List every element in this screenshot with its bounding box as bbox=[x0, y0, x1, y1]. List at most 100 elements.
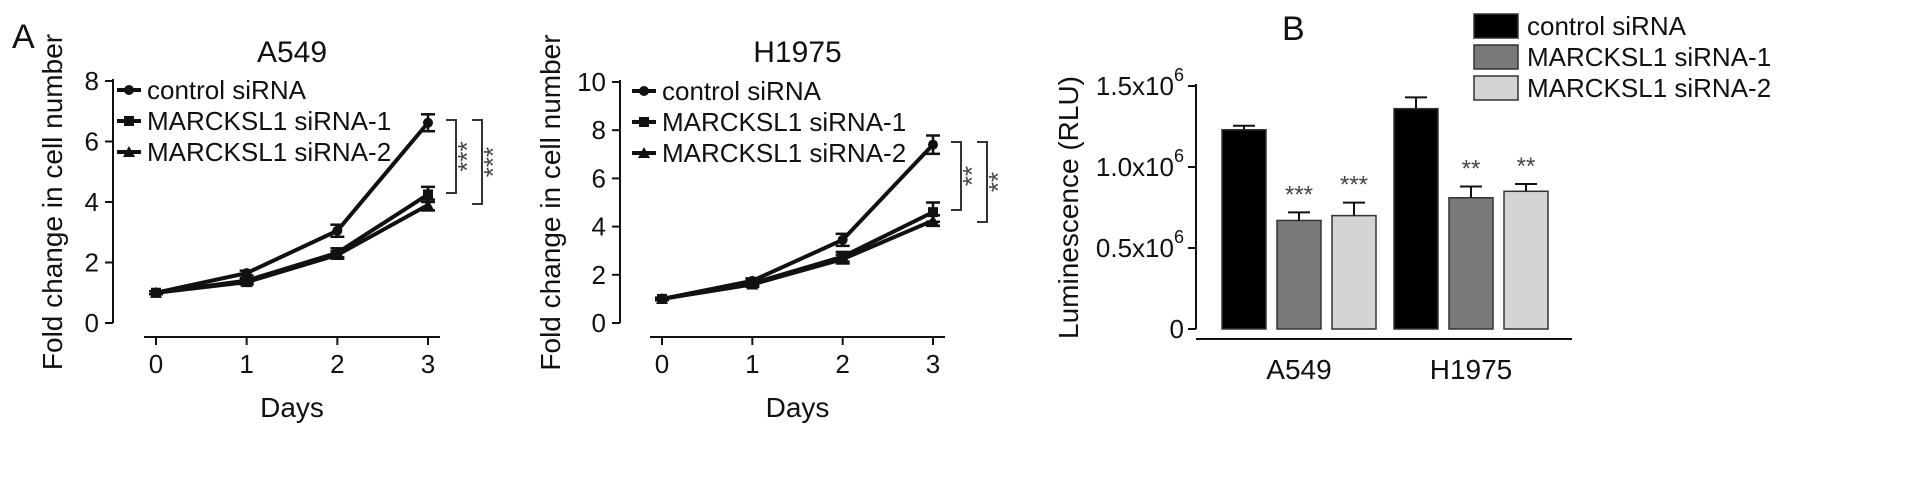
y-tick-exponent: 6 bbox=[1174, 65, 1184, 85]
data-point bbox=[423, 189, 433, 200]
significance-stars: *** bbox=[1340, 172, 1368, 199]
significance-stars: *** bbox=[478, 147, 508, 177]
significance-stars: *** bbox=[1285, 181, 1313, 208]
x-tick-label: 1 bbox=[745, 349, 759, 379]
bar bbox=[1503, 190, 1549, 330]
significance-stars: ** bbox=[957, 166, 987, 186]
series-line bbox=[155, 203, 429, 295]
significance-stars: ** bbox=[1462, 155, 1481, 182]
y-tick-label: 6 bbox=[85, 127, 99, 157]
y-tick-base: 1.0x10 bbox=[1096, 152, 1174, 182]
chart-h1975-growth: H1975 0 2 4 6 8 10 Fold change in cell number 0 1… bbox=[535, 34, 1013, 423]
chart-title: A549 bbox=[257, 36, 327, 69]
bar bbox=[1393, 107, 1439, 330]
data-point bbox=[423, 117, 433, 128]
series-line bbox=[661, 218, 934, 301]
x-axis-label: Days bbox=[260, 392, 324, 423]
x-tick-label: 2 bbox=[835, 349, 849, 379]
data-point bbox=[837, 234, 848, 245]
y-tick-label: 8 bbox=[85, 66, 99, 96]
y-tick-label: 2 bbox=[592, 260, 606, 290]
legend-marker bbox=[639, 86, 649, 96]
x-tick-label: H1975 bbox=[1430, 354, 1513, 385]
legend-marker bbox=[123, 146, 135, 157]
y-tick-exponent: 6 bbox=[1174, 227, 1184, 247]
panel-label-a: A bbox=[12, 18, 35, 56]
y-tick-label: 10 bbox=[577, 67, 606, 97]
y-tick-label: 6 bbox=[592, 163, 606, 193]
y-tick-label: 1.5x106 bbox=[1096, 65, 1184, 101]
legend-label: control siRNA bbox=[1527, 11, 1687, 41]
series-line bbox=[155, 192, 430, 295]
data-point bbox=[928, 139, 938, 150]
x-axis-label: Days bbox=[766, 392, 830, 423]
significance-bracket bbox=[951, 141, 962, 211]
legend-label: MARCKSL1 siRNA-2 bbox=[1527, 73, 1771, 103]
legend-marker bbox=[639, 117, 649, 127]
legend-label: MARCKSL1 siRNA-1 bbox=[662, 107, 906, 137]
bar bbox=[1331, 214, 1377, 330]
y-tick-label: 0 bbox=[1170, 314, 1184, 344]
legend-label: control siRNA bbox=[147, 75, 307, 105]
bar bbox=[1448, 197, 1494, 330]
y-tick-base: 0.5x10 bbox=[1096, 233, 1174, 263]
x-tick-label: 3 bbox=[421, 349, 435, 379]
x-tick-label: 0 bbox=[149, 349, 163, 379]
bar bbox=[1276, 219, 1322, 330]
legend-swatch bbox=[1473, 75, 1519, 101]
data-point bbox=[836, 253, 849, 265]
y-tick-label: 1.0x106 bbox=[1096, 146, 1184, 182]
chart-a549-growth: A549 0 2 4 6 8 Fold change in cell number 0 1 2 3 D… bbox=[37, 34, 508, 423]
x-tick-label: 1 bbox=[239, 349, 253, 379]
y-tick-label: 4 bbox=[85, 187, 99, 217]
panel-label-b: B bbox=[1282, 10, 1305, 48]
x-tick-label: A549 bbox=[1266, 354, 1331, 385]
legend-label: MARCKSL1 siRNA-1 bbox=[147, 106, 391, 136]
data-point bbox=[332, 225, 343, 236]
legend-label: control siRNA bbox=[662, 76, 822, 106]
x-tick-label: 3 bbox=[926, 349, 940, 379]
data-point bbox=[150, 286, 162, 298]
legend-marker bbox=[124, 85, 134, 95]
legend-marker bbox=[638, 147, 650, 158]
significance-bracket bbox=[472, 119, 483, 205]
data-point bbox=[422, 199, 434, 211]
legend-swatch bbox=[1473, 13, 1519, 39]
data-point bbox=[928, 207, 938, 218]
y-axis-label: Fold change in cell number bbox=[37, 34, 68, 370]
significance-stars: ** bbox=[1517, 153, 1536, 180]
y-tick-label: 2 bbox=[85, 248, 99, 278]
legend-label: MARCKSL1 siRNA-1 bbox=[1527, 42, 1771, 72]
y-tick-label: 4 bbox=[592, 212, 606, 242]
series-line bbox=[155, 121, 430, 295]
y-tick-label: 8 bbox=[592, 115, 606, 145]
y-tick-label: 0.5x106 bbox=[1096, 227, 1184, 263]
data-point bbox=[241, 268, 252, 279]
x-tick-label: 2 bbox=[330, 349, 344, 379]
y-tick-base: 0 bbox=[1170, 314, 1184, 344]
data-point bbox=[746, 278, 759, 290]
y-tick-exponent: 6 bbox=[1174, 146, 1184, 166]
legend-label: MARCKSL1 siRNA-2 bbox=[662, 138, 906, 168]
legend-label: MARCKSL1 siRNA-2 bbox=[147, 137, 391, 167]
series-line bbox=[661, 210, 934, 301]
y-tick-label: 0 bbox=[85, 308, 99, 338]
chart-title: H1975 bbox=[753, 36, 841, 69]
significance-stars: ** bbox=[983, 172, 1013, 192]
data-point bbox=[240, 276, 253, 288]
y-tick-label: 0 bbox=[592, 308, 606, 338]
y-axis-label: Fold change in cell number bbox=[535, 34, 566, 370]
y-axis-label: Luminescence (RLU) bbox=[1053, 76, 1084, 339]
data-point bbox=[331, 248, 344, 260]
significance-stars: *** bbox=[452, 141, 482, 171]
bar bbox=[1221, 128, 1267, 330]
legend-marker bbox=[124, 116, 134, 126]
legend-swatch bbox=[1473, 44, 1519, 70]
significance-bracket bbox=[446, 119, 457, 194]
x-tick-label: 0 bbox=[655, 349, 669, 379]
data-point bbox=[927, 214, 939, 226]
data-point bbox=[656, 292, 668, 304]
significance-bracket bbox=[977, 141, 988, 223]
